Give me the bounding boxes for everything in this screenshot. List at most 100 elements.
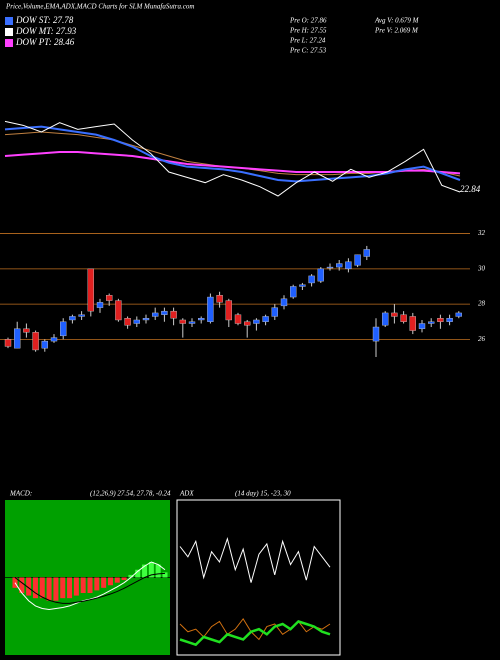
candle-body <box>400 314 407 322</box>
candle-body <box>96 302 104 308</box>
macd-bar <box>53 577 59 601</box>
candle-body <box>32 332 39 351</box>
adx-title: ADX <box>179 490 194 498</box>
macd-bar <box>94 577 100 591</box>
adx-params: (14 day) 15, -23, 30 <box>235 490 291 498</box>
macd-bar <box>155 564 161 578</box>
candle-body <box>124 318 131 326</box>
macd-title: MACD: <box>9 490 32 498</box>
candle-body <box>372 326 380 342</box>
stat: Pre C: 27.53 <box>289 47 327 55</box>
stat: Avg V: 0.679 M <box>374 17 420 25</box>
candle-body <box>317 268 324 282</box>
candle-body <box>280 298 288 307</box>
candle-body <box>382 312 389 326</box>
macd-bar <box>73 577 79 596</box>
candle-body <box>60 321 67 337</box>
macd-bar <box>87 577 93 593</box>
legend-swatch <box>5 39 13 47</box>
candle-body <box>225 300 233 321</box>
candle-body <box>336 263 343 268</box>
ema-line <box>4 151 461 175</box>
adx-line <box>179 619 331 647</box>
candle-body <box>50 337 58 342</box>
y-tick-label: 32 <box>477 229 486 237</box>
candle-body <box>418 323 426 329</box>
macd-bar <box>162 572 168 578</box>
candle-body <box>115 300 122 321</box>
candle-body <box>4 339 12 347</box>
macd-bar <box>142 564 148 578</box>
candle-body <box>188 321 196 324</box>
candle-body <box>243 321 251 326</box>
candle-body <box>179 319 187 324</box>
candle-body <box>308 275 315 284</box>
macd-bar <box>19 577 25 593</box>
candle-body <box>133 319 141 324</box>
candle-body <box>446 318 453 322</box>
candle-body <box>41 340 48 349</box>
macd-bar <box>114 577 120 583</box>
y-tick-label: 30 <box>477 264 486 272</box>
macd-bar <box>107 577 113 586</box>
title: Price,Volume,EMA,ADX,MACD Charts for SLM… <box>5 3 194 11</box>
candle-body <box>354 254 361 266</box>
macd-bar <box>121 577 127 581</box>
y-tick-label: 26 <box>478 335 486 343</box>
y-tick-label: 28 <box>478 300 486 308</box>
candle-body <box>142 318 150 321</box>
candle-body <box>409 316 416 331</box>
candle-body <box>262 316 269 322</box>
candle-body <box>234 314 242 324</box>
candle-body <box>271 307 278 317</box>
candle-body <box>216 295 223 303</box>
stat: Pre H: 27.55 <box>289 27 327 35</box>
candle-body <box>455 312 462 317</box>
macd-bar <box>26 577 32 596</box>
macd-bar <box>12 577 18 588</box>
macd-bar <box>60 577 66 599</box>
candle-body <box>23 328 30 333</box>
stat: Pre O: 27.86 <box>289 17 327 25</box>
stat: Pre V: 2.069 M <box>374 27 419 35</box>
candle-body <box>161 310 168 315</box>
legend-label: DOW PT: 28.46 <box>15 37 75 47</box>
candle-body <box>170 310 177 319</box>
candle-body <box>78 314 85 317</box>
ema-line <box>4 125 461 183</box>
candle-body <box>428 321 435 324</box>
candle-body <box>290 286 297 298</box>
macd-bar <box>46 577 52 601</box>
legend-swatch <box>5 28 13 36</box>
candle-body <box>151 312 159 317</box>
legend-label: DOW ST: 27.78 <box>15 15 74 25</box>
last-value: 22.84 <box>460 184 481 194</box>
macd-bar <box>39 577 45 599</box>
macd-bar <box>135 569 141 578</box>
candle-body <box>326 266 334 269</box>
signal-line <box>14 572 166 604</box>
macd-bar <box>67 577 73 599</box>
candle-body <box>69 316 76 321</box>
macd-bar <box>101 577 107 588</box>
macd-line <box>14 561 166 611</box>
macd-params: (12,26,9) 27.54, 27.78, -0.24 <box>90 490 171 498</box>
ema-line <box>4 120 461 197</box>
adx-panel <box>176 499 341 656</box>
candle-body <box>207 296 214 322</box>
stat: Pre L: 27.24 <box>289 37 326 45</box>
adx-line <box>179 617 331 641</box>
legend-label: DOW MT: 27.93 <box>15 26 77 36</box>
candle-body <box>13 328 21 349</box>
candle-body <box>105 295 113 301</box>
macd-bar <box>80 577 86 593</box>
adx-line <box>179 536 331 583</box>
macd-bar <box>32 577 38 599</box>
legend-swatch <box>5 17 13 25</box>
macd-bar <box>148 562 154 578</box>
candle-body <box>197 318 205 321</box>
macd-bar <box>128 574 134 578</box>
candle-body <box>299 284 306 287</box>
candle-body <box>253 319 260 324</box>
